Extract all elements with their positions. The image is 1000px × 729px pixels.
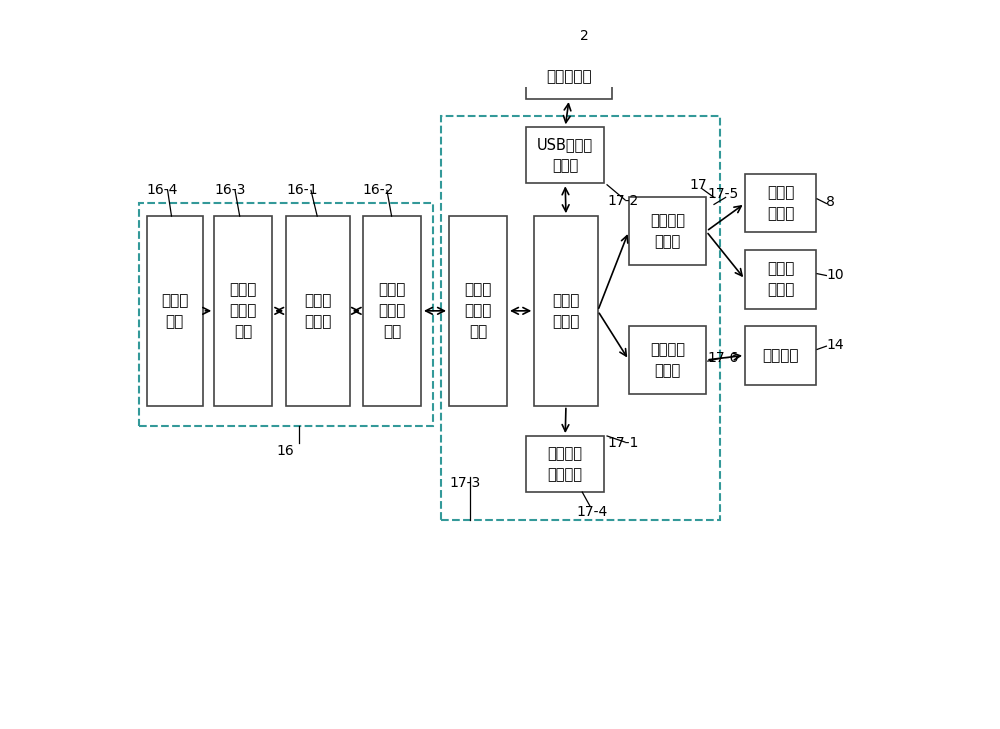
Text: 17-4: 17-4 <box>576 505 607 519</box>
Bar <box>214 216 272 405</box>
Text: 16-2: 16-2 <box>363 184 394 198</box>
Text: 16-3: 16-3 <box>214 184 246 198</box>
Text: 第一无
线通信
模块: 第一无 线通信 模块 <box>378 282 406 339</box>
Text: 横向电机: 横向电机 <box>762 348 799 363</box>
Text: 微控制
器模块: 微控制 器模块 <box>552 293 580 329</box>
Text: 14: 14 <box>826 338 844 352</box>
Text: 2: 2 <box>580 29 589 43</box>
Bar <box>629 326 706 394</box>
Text: 第一纵
向电机: 第一纵 向电机 <box>767 185 794 222</box>
Text: 微处理
器模块: 微处理 器模块 <box>304 293 332 329</box>
Text: 17-2: 17-2 <box>607 194 638 208</box>
Bar <box>363 216 421 405</box>
Text: 第二纵
向电机: 第二纵 向电机 <box>767 262 794 297</box>
Bar <box>745 174 816 233</box>
Bar <box>745 250 816 309</box>
Text: 第二无
线通信
模块: 第二无 线通信 模块 <box>464 282 492 339</box>
Text: 17-5: 17-5 <box>708 187 739 201</box>
Text: 控制计算机: 控制计算机 <box>546 69 592 85</box>
Text: 横向电机
驱动器: 横向电机 驱动器 <box>650 342 685 378</box>
Text: 液晶显示
电路模块: 液晶显示 电路模块 <box>548 446 583 482</box>
Text: 17-6: 17-6 <box>708 351 739 364</box>
Text: 16: 16 <box>276 445 294 459</box>
Bar <box>147 216 202 405</box>
Bar <box>526 128 604 184</box>
Text: 流量传
感器: 流量传 感器 <box>161 293 188 329</box>
Bar <box>441 115 720 521</box>
Text: 17-3: 17-3 <box>449 476 480 490</box>
Text: 17-1: 17-1 <box>607 436 638 450</box>
Text: 16-4: 16-4 <box>147 184 178 198</box>
Text: 17: 17 <box>689 178 707 192</box>
Text: 8: 8 <box>826 195 835 209</box>
Bar <box>526 436 604 492</box>
Text: 纵向电机
驱动器: 纵向电机 驱动器 <box>650 214 685 249</box>
Text: 10: 10 <box>826 268 844 281</box>
Bar <box>629 198 706 265</box>
Bar <box>745 326 816 384</box>
Bar <box>526 55 612 99</box>
Text: 16-1: 16-1 <box>286 184 318 198</box>
Text: 信号调
理电路
模块: 信号调 理电路 模块 <box>230 282 257 339</box>
Text: USB通信电
路模块: USB通信电 路模块 <box>537 137 593 174</box>
Bar <box>534 216 598 405</box>
Bar <box>286 216 350 405</box>
Bar <box>449 216 507 405</box>
Bar <box>139 203 433 426</box>
